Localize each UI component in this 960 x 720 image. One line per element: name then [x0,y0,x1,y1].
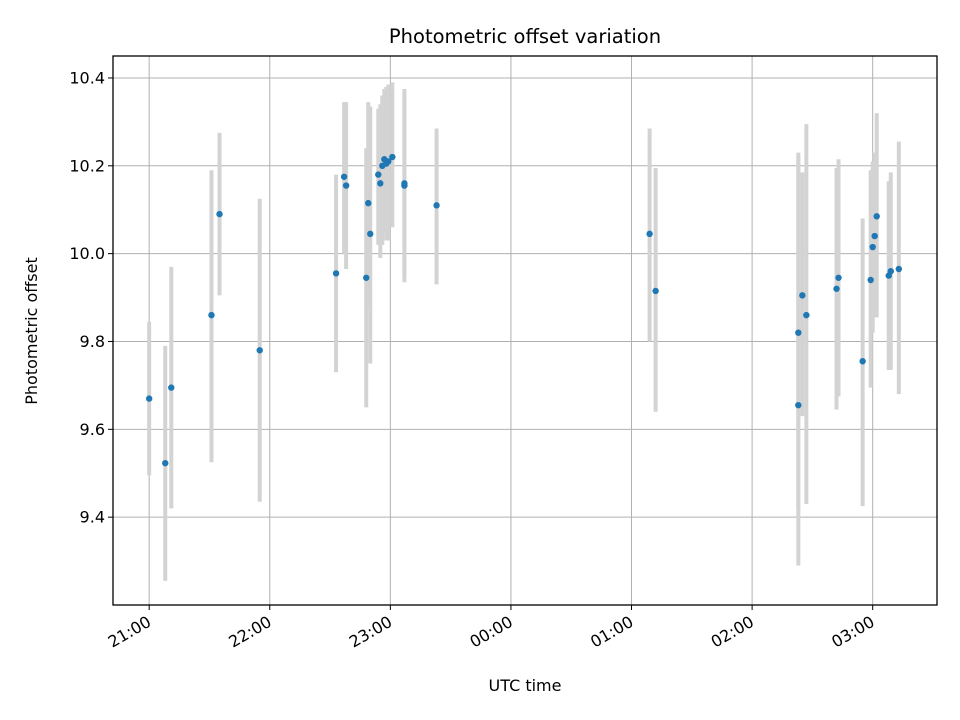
data-point [168,384,175,391]
data-point [332,270,340,277]
data-point [895,265,903,273]
y-tick-label: 9.6 [80,420,105,439]
data-point [795,401,802,409]
data-point [859,358,866,365]
data-point [646,230,653,238]
data-point [363,274,370,281]
data-point [375,171,382,178]
data-point [367,230,374,238]
data-point [867,276,874,284]
data-point [803,311,810,319]
data-point [145,395,153,402]
plot-frame [112,55,938,606]
data-point [208,311,215,319]
data-point [652,287,659,295]
data-point [162,459,169,467]
data-point [256,347,263,354]
data-point [833,285,840,292]
data-point [389,153,396,161]
chart-title: Photometric offset variation [389,25,661,48]
data-point [871,232,878,240]
data-point [799,292,806,299]
y-tick-label: 10.2 [69,156,105,175]
data-point [869,243,876,251]
data-point [216,210,223,218]
data-point [887,268,894,275]
data-point [835,274,842,281]
y-tick-label: 10.0 [69,244,105,263]
data-point [365,199,372,207]
y-axis-ticks: 9.4 9.6 9.8 10.0 10.2 10.4 [69,68,113,527]
y-axis-label: Photometric offset [22,257,41,405]
data-point [342,182,350,189]
data-point [433,202,440,209]
y-tick-label: 9.4 [80,508,105,527]
data-points [145,153,903,467]
data-point [340,173,348,180]
data-point [385,158,392,165]
x-axis-label: UTC time [489,676,562,695]
data-point [795,329,802,336]
data-point [377,180,384,187]
data-point [873,213,880,220]
data-point [401,180,408,187]
y-tick-label: 10.4 [69,68,105,87]
y-tick-label: 9.8 [80,332,105,351]
